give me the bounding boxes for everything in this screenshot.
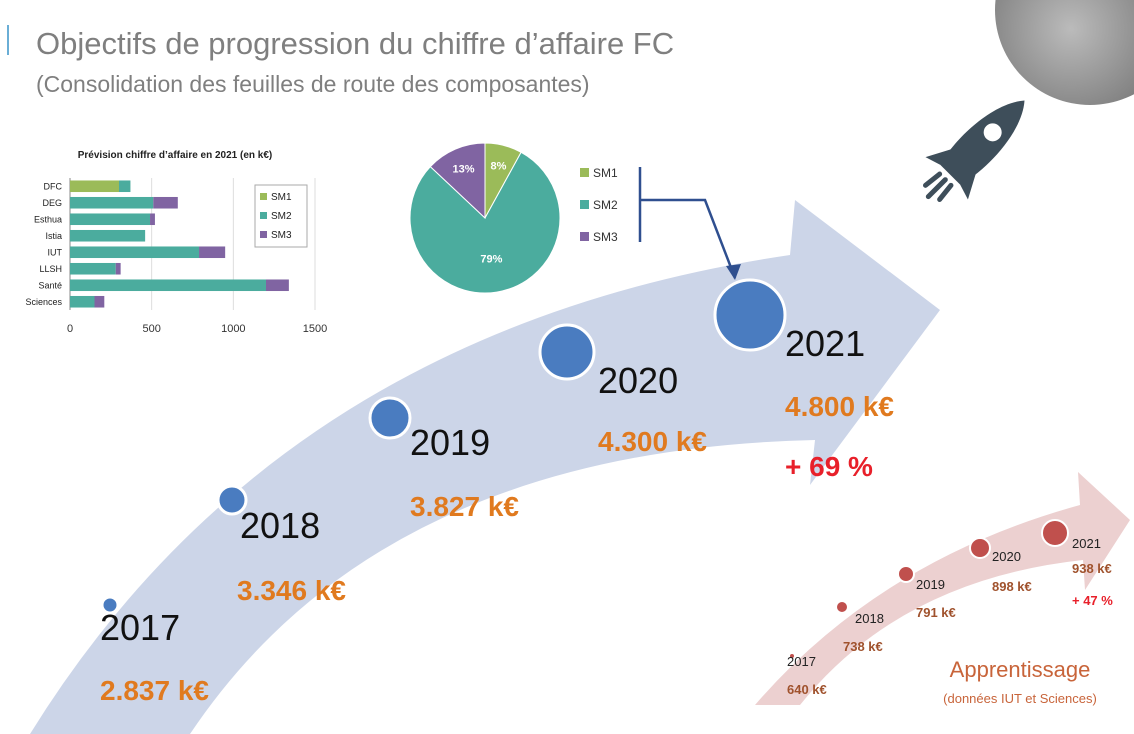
amount: 640 k€ <box>787 682 827 697</box>
bar-segment <box>199 246 226 259</box>
legend-swatch <box>260 231 267 238</box>
year: 2018 <box>240 505 320 546</box>
year: 2019 <box>410 422 490 463</box>
milestone <box>713 278 787 352</box>
x-tick-label: 0 <box>67 323 73 335</box>
amount: 3.346 k€ <box>237 575 346 606</box>
milestone <box>368 396 412 440</box>
legend-swatch <box>580 232 589 241</box>
title: Objectifs de progression du chiffre d’af… <box>36 26 674 61</box>
bar-segment <box>153 196 178 209</box>
connector <box>638 167 737 279</box>
x-tick-label: 1500 <box>303 323 327 335</box>
bar-segment <box>70 196 154 209</box>
bar-segment <box>119 180 131 193</box>
small-arrow <box>755 472 1130 705</box>
legend-label: SM2 <box>593 198 618 212</box>
pie-slice <box>429 142 486 220</box>
bar-segment <box>70 295 95 308</box>
bar-segment <box>115 262 121 275</box>
amount: 738 k€ <box>843 639 883 654</box>
legend-label: SM2 <box>271 211 292 222</box>
amount: 791 k€ <box>916 605 956 620</box>
moon <box>995 0 1134 105</box>
growth: + 69 % <box>785 451 873 482</box>
y-tick-label: Esthua <box>34 214 62 224</box>
milestone <box>216 484 248 516</box>
milestone <box>835 600 849 614</box>
y-tick-label: DFC <box>44 181 63 191</box>
connector-head <box>726 264 741 280</box>
subtitle: (Consolidation des feuilles de route des… <box>36 71 590 97</box>
amount: 4.300 k€ <box>598 426 707 457</box>
slice-label: 13% <box>453 163 475 175</box>
bar-segment <box>70 180 119 193</box>
milestone <box>538 323 596 381</box>
x-tick-label: 500 <box>142 323 160 335</box>
bar-segment <box>266 279 289 292</box>
slice-label: 79% <box>480 254 502 266</box>
growth: + 47 % <box>1072 593 1113 608</box>
bar-segment <box>150 213 155 226</box>
y-tick-label: Santé <box>38 280 62 290</box>
legend-label: SM3 <box>593 230 618 244</box>
year: 2017 <box>787 654 816 669</box>
milestone <box>969 537 991 559</box>
milestone <box>788 652 796 660</box>
y-tick-label: LLSH <box>39 264 62 274</box>
legend-swatch <box>580 168 589 177</box>
y-tick-label: Sciences <box>25 297 62 307</box>
bar-segment <box>70 262 116 275</box>
year: 2017 <box>100 607 180 648</box>
chart-title: Prévision chiffre d’affaire en 2021 (en … <box>78 150 273 161</box>
bar-segment <box>70 279 266 292</box>
bar-segment <box>70 246 200 259</box>
legend-swatch <box>260 212 267 219</box>
y-tick-label: IUT <box>48 247 63 257</box>
y-tick-label: Istia <box>45 231 62 241</box>
milestone <box>1041 519 1069 547</box>
section-note: (données IUT et Sciences) <box>943 691 1097 706</box>
year: 2019 <box>916 577 945 592</box>
year: 2018 <box>855 611 884 626</box>
legend-label: SM1 <box>593 166 618 180</box>
rocket <box>923 100 1025 202</box>
legend-label: SM3 <box>271 230 292 241</box>
x-tick-label: 1000 <box>221 323 245 335</box>
year: 2020 <box>598 360 678 401</box>
bar-segment <box>70 213 151 226</box>
legend-label: SM1 <box>271 192 292 203</box>
bar-segment <box>94 295 105 308</box>
amount: 938 k€ <box>1072 561 1112 576</box>
year: 2021 <box>1072 536 1101 551</box>
pie-slice <box>409 151 561 294</box>
legend-swatch <box>260 193 267 200</box>
section-title: Apprentissage <box>950 657 1091 682</box>
amount: 898 k€ <box>992 579 1032 594</box>
year: 2021 <box>785 323 865 364</box>
amount: 2.837 k€ <box>100 675 209 706</box>
year: 2020 <box>992 549 1021 564</box>
amount: 4.800 k€ <box>785 391 894 422</box>
legend-swatch <box>580 200 589 209</box>
y-tick-label: DEG <box>42 198 62 208</box>
bar-segment <box>70 229 146 242</box>
milestone <box>897 565 915 583</box>
big-arrow <box>30 200 940 734</box>
slice-label: 8% <box>490 161 506 173</box>
milestone <box>100 595 120 615</box>
amount: 3.827 k€ <box>410 491 519 522</box>
